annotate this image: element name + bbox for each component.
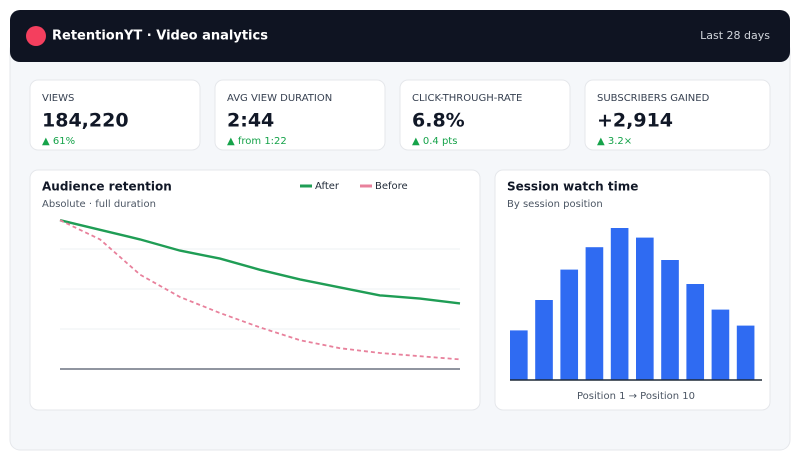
kpi-delta: ▲ 61% [42,136,75,147]
kpi-delta: ▲ 3.2× [597,136,632,147]
bar [686,284,704,380]
bar [611,228,629,380]
chart-subtitle: Absolute · full duration [42,199,156,210]
kpi-value: +2,914 [597,110,673,132]
bar [560,270,578,380]
bar [586,247,604,380]
x-axis-label: Position 1 → Position 10 [577,391,695,402]
chart-title: Audience retention [42,180,172,194]
app-title: RetentionYT · Video analytics [52,29,268,44]
kpi-value: 184,220 [42,110,129,132]
bar [510,330,528,380]
kpi-label: VIEWS [42,93,74,104]
dashboard: RetentionYT · Video analytics Last 28 da… [0,0,800,460]
bar [737,326,755,380]
legend-label: Before [375,181,408,192]
chart-title: Session watch time [507,180,638,194]
kpi-label: CLICK-THROUGH-RATE [412,93,522,104]
bar [661,260,679,380]
kpi-delta: ▲ from 1:22 [227,136,287,147]
kpi-label: SUBSCRIBERS GAINED [597,93,710,104]
chart-subtitle: By session position [507,199,603,210]
kpi-value: 2:44 [227,110,274,132]
bar [712,310,730,380]
kpi-label: AVG VIEW DURATION [227,93,332,104]
bar [636,238,654,380]
bar [535,300,553,380]
legend-label: After [315,181,340,192]
logo [26,26,46,46]
period[interactable]: Last 28 days [700,29,770,42]
kpi-value: 6.8% [412,110,465,132]
kpi-delta: ▲ 0.4 pts [412,136,457,147]
